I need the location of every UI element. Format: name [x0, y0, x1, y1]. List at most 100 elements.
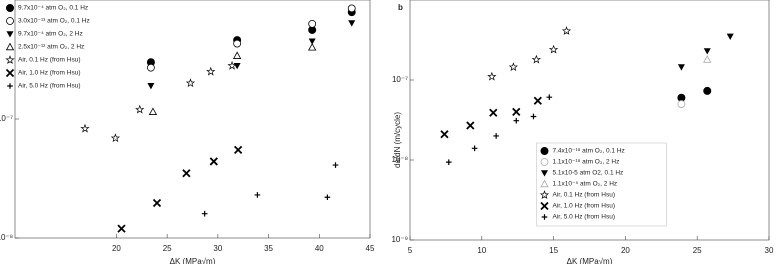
data-point [182, 169, 191, 178]
legend-label: Air, 5.0 Hz (from Hsu) [553, 214, 615, 221]
data-point [703, 48, 711, 55]
legend-label: 9.7x10⁻⁴ atm O₂, 0.1 Hz [18, 5, 88, 12]
data-point [233, 62, 241, 70]
data-point [512, 107, 521, 116]
legend-frame [536, 142, 667, 227]
data-point [308, 43, 317, 51]
x-tick-label: 25 [693, 246, 702, 255]
data-point [533, 96, 542, 105]
y-tick-label: 10⁻⁷ [392, 75, 408, 84]
legend: 7.4x10⁻¹⁸ atm O₂, 0.1 Hz 1.1x10⁻¹⁸ atm O₂… [536, 142, 667, 227]
data-point [440, 130, 449, 139]
legend-marker [540, 201, 549, 211]
y-tick-label: 10⁻⁷ [0, 114, 13, 123]
data-point [117, 224, 126, 233]
data-point [530, 113, 537, 120]
x-tick-label: 15 [549, 246, 558, 255]
data-point [324, 194, 331, 201]
data-point [546, 94, 553, 100]
legend-label: 1.1x10⁻¹⁸ atm O₂, 2 Hz [553, 159, 620, 166]
data-point [185, 78, 196, 88]
y-tick-label: 10⁻⁸ [0, 233, 13, 242]
x-tick-label: 30 [765, 246, 774, 255]
x-tick-label: 40 [315, 244, 324, 253]
data-point [233, 39, 242, 48]
x-tick-label: 25 [163, 244, 172, 253]
legend-label: 5.1x10-5 atm O2, 0.1 Hz [553, 170, 624, 177]
legend-marker [6, 31, 14, 38]
data-point [508, 62, 519, 72]
x-tick-label: 5 [408, 246, 413, 255]
data-point [206, 66, 216, 76]
x-tick-label: 45 [366, 244, 375, 253]
data-point [348, 20, 356, 27]
legend-marker [5, 42, 15, 51]
data-point [548, 44, 559, 54]
legend-label: 7.4x10⁻¹⁸ atm O₂, 0.1 Hz [553, 148, 625, 155]
legend-marker [5, 55, 15, 64]
data-point [703, 55, 712, 63]
legend: 9.7x10⁻⁴ atm O₂, 0.1 Hz 3.0x10⁻¹³ atm O₂,… [5, 4, 90, 90]
legend-label: 1.1x10⁻⁵ atm O₂, 2 Hz [553, 181, 618, 188]
y-tick-label: 10⁻⁹ [391, 235, 408, 244]
x-tick-label: 30 [213, 244, 222, 253]
plot-frame [409, 0, 770, 241]
legend-label: 9.7x10⁻⁴ atm O₂, 2 Hz [18, 31, 83, 38]
legend-marker [540, 179, 549, 188]
legend-marker [541, 214, 548, 220]
data-point [232, 51, 242, 59]
data-point [471, 145, 478, 152]
x-axis-label: ΔK (MPa√m) [567, 257, 613, 264]
data-point [147, 83, 155, 90]
data-point [152, 198, 162, 208]
legend-label: Air, 5.0 Hz (from Hsu) [18, 83, 80, 90]
x-tick-label: 20 [112, 244, 121, 253]
data-point [227, 60, 237, 70]
legend-label: 2.5x10⁻¹² atm O₂, 2 Hz [18, 44, 84, 51]
legend-marker [540, 147, 549, 155]
legend-label: Air, 1.0 Hz (from Hsu) [18, 70, 80, 77]
data-point [308, 19, 317, 28]
x-tick-label: 10 [477, 246, 486, 255]
data-point [347, 4, 356, 13]
data-point [445, 159, 452, 165]
x-tick-label: 20 [621, 246, 630, 255]
y-tick-label: 10⁻⁸ [392, 155, 409, 164]
data-point [726, 33, 734, 40]
data-point [677, 100, 686, 108]
legend-label: Air, 0.1 Hz (from Hsu) [553, 192, 615, 199]
data-point [466, 121, 475, 130]
legend-label: 3.0x10⁻¹³ atm O₂, 0.1 Hz [18, 18, 90, 25]
data-point [332, 162, 339, 168]
data-point [110, 133, 121, 143]
data-point [513, 117, 520, 124]
y-axis-label: da/dN (m/cycle) [393, 112, 402, 168]
data-point [677, 64, 685, 71]
data-point [487, 71, 497, 81]
data-point [135, 104, 145, 114]
legend-marker [5, 68, 15, 78]
data-point [148, 107, 158, 115]
data-point [147, 63, 155, 72]
data-point [561, 26, 572, 35]
data-point [209, 157, 218, 166]
legend-marker [7, 83, 13, 89]
legend-label: Air, 0.1 Hz (from Hsu) [18, 57, 80, 64]
data-point [234, 145, 243, 155]
data-point [531, 54, 542, 64]
data-point [254, 192, 261, 198]
x-axis-label: ΔK (MPa√m) [170, 257, 216, 264]
legend-marker [6, 4, 14, 12]
data-point [80, 123, 90, 133]
legend-marker [539, 190, 550, 199]
legend-marker [540, 158, 549, 166]
x-tick-label: 35 [264, 244, 273, 253]
legend-label: Air, 1.0 Hz (from Hsu) [553, 203, 615, 210]
legend-marker [541, 170, 548, 177]
data-point [201, 210, 208, 217]
data-point [308, 38, 316, 45]
panel-label: b [398, 3, 403, 12]
data-point [489, 108, 498, 117]
data-point [703, 86, 712, 95]
